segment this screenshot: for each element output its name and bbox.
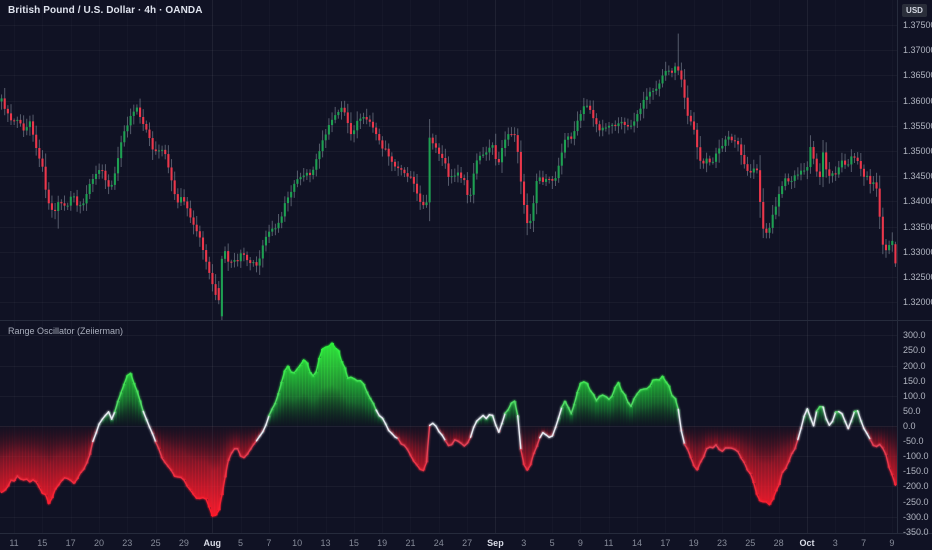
time-axis-tick: 17: [65, 537, 76, 548]
time-axis-month-label: Aug: [203, 537, 221, 548]
oscillator-axis-tick: 250.0: [903, 345, 926, 356]
oscillator-axis-tick: 200.0: [903, 360, 926, 371]
time-axis-tick: 7: [266, 537, 272, 548]
price-axis-tick: 1.37000: [903, 45, 932, 56]
oscillator-axis-tick: -350.0: [903, 526, 929, 537]
price-axis-tick: 1.33500: [903, 221, 932, 232]
oscillator-axis-tick: -50.0: [903, 436, 924, 447]
time-axis-tick: 10: [292, 537, 303, 548]
time-axis-tick: 3: [832, 537, 838, 548]
time-axis-tick: 20: [93, 537, 104, 548]
time-axis-tick: 15: [348, 537, 359, 548]
time-axis-tick: 23: [716, 537, 728, 548]
oscillator-title: Range Oscillator (Zeiierman): [8, 326, 124, 336]
oscillator-axis-tick: -250.0: [903, 496, 929, 507]
oscillator-axis-tick: -300.0: [903, 511, 929, 522]
time-axis-tick: 27: [462, 537, 473, 548]
price-axis-tick: 1.32500: [903, 272, 932, 282]
oscillator-axis-tick: -200.0: [903, 481, 929, 492]
time-axis-tick: 11: [604, 537, 614, 548]
price-axis-tick: 1.32000: [903, 297, 932, 308]
time-axis-tick: 13: [320, 537, 331, 548]
time-axis-tick: 15: [37, 537, 48, 548]
time-axis-tick: 5: [549, 537, 555, 548]
oscillator-axis-tick: -100.0: [903, 451, 929, 462]
time-axis[interactable]: 11 15 17 20 23 25 29 Aug 5 7 10 13 15 19 21 24 27 Sep 3 5 9 1…: [0, 533, 932, 550]
price-axis-tick: 1.34000: [903, 196, 932, 207]
time-axis-tick: 19: [688, 537, 699, 548]
time-axis-tick: 25: [745, 537, 756, 548]
price-axis[interactable]: USD 1.37500 1.37000 1.36500 1.36000 1.35500 1…: [897, 0, 932, 537]
oscillator-axis-tick: 150.0: [903, 375, 926, 386]
time-axis-tick: 24: [433, 537, 444, 548]
price-axis-tick: 1.34500: [903, 171, 932, 182]
time-axis-tick: 28: [773, 537, 784, 548]
oscillator-axis-tick: -150.0: [903, 466, 929, 477]
currency-badge[interactable]: USD: [902, 4, 927, 17]
price-axis-tick: 1.37500: [903, 20, 932, 30]
oscillator-axis-tick: 100.0: [903, 390, 926, 401]
time-axis-month-label: Oct: [799, 537, 815, 548]
price-axis-tick: 1.35500: [903, 120, 932, 131]
oscillator-axis-tick: 50.0: [903, 405, 921, 416]
oscillator-axis-tick: 0.0: [903, 421, 916, 431]
time-axis-tick: 21: [405, 537, 416, 548]
symbol-title: British Pound / U.S. Dollar · 4h · OANDA: [8, 5, 203, 16]
chart-canvas[interactable]: [0, 0, 897, 533]
time-axis-tick: 19: [377, 537, 388, 548]
time-axis-tick: 9: [577, 537, 583, 548]
time-axis-tick: 11: [9, 537, 19, 548]
pane-separator[interactable]: [0, 320, 932, 321]
time-axis-tick: 17: [660, 537, 671, 548]
time-axis-tick: 3: [521, 537, 527, 548]
time-axis-tick: 14: [632, 537, 643, 548]
price-axis-tick: 1.33000: [903, 246, 932, 257]
time-axis-tick: 25: [150, 537, 161, 548]
oscillator-axis-tick: 300.0: [903, 330, 926, 341]
time-axis-tick: 5: [238, 537, 244, 548]
time-axis-tick: 7: [861, 537, 867, 548]
price-axis-tick: 1.36500: [903, 70, 932, 81]
time-axis-tick: 23: [122, 537, 133, 548]
time-axis-tick: 9: [889, 537, 895, 548]
time-axis-tick: 29: [178, 537, 189, 548]
price-axis-tick: 1.36000: [903, 95, 932, 106]
price-axis-tick: 1.35000: [903, 146, 932, 156]
time-axis-month-label: Sep: [487, 537, 504, 548]
